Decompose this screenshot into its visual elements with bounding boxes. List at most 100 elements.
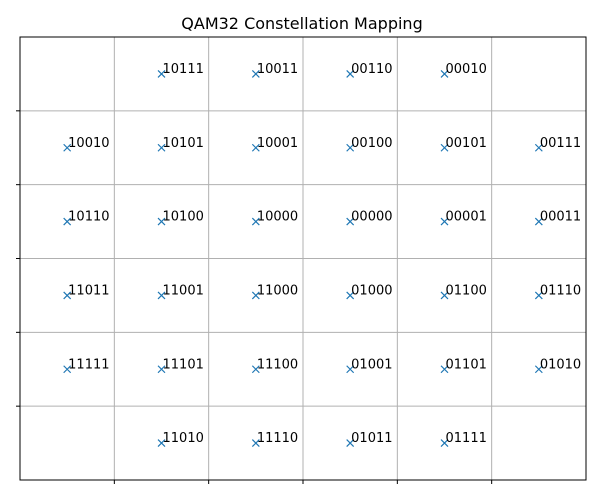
point-label: 11000 bbox=[257, 283, 298, 298]
point-label: 11001 bbox=[163, 283, 204, 298]
x-marker bbox=[63, 143, 72, 152]
x-marker bbox=[534, 143, 543, 152]
x-marker bbox=[346, 291, 355, 300]
x-marker bbox=[251, 439, 260, 448]
x-marker bbox=[440, 143, 449, 152]
point-label: 11100 bbox=[257, 357, 298, 372]
data-point: 10010 bbox=[63, 136, 110, 152]
point-label: 11101 bbox=[163, 357, 204, 372]
data-point: 11110 bbox=[251, 431, 298, 448]
point-label: 01100 bbox=[446, 283, 487, 298]
point-label: 01011 bbox=[351, 431, 392, 446]
x-marker bbox=[157, 291, 166, 300]
point-label: 10101 bbox=[163, 136, 204, 151]
x-marker bbox=[440, 69, 449, 78]
x-marker bbox=[440, 439, 449, 448]
data-point: 11111 bbox=[63, 357, 110, 374]
axis-ticks bbox=[16, 110, 493, 484]
x-marker bbox=[63, 217, 72, 226]
data-point: 10111 bbox=[157, 62, 204, 78]
x-marker bbox=[251, 217, 260, 226]
x-marker bbox=[251, 69, 260, 78]
data-point: 00000 bbox=[346, 210, 393, 226]
x-marker bbox=[440, 217, 449, 226]
data-point: 11010 bbox=[157, 431, 204, 448]
data-point: 11101 bbox=[157, 357, 204, 374]
point-label: 01101 bbox=[446, 357, 487, 372]
data-point: 11011 bbox=[63, 283, 110, 300]
x-marker bbox=[346, 439, 355, 448]
point-label: 01111 bbox=[446, 431, 487, 446]
data-point: 10101 bbox=[157, 136, 204, 152]
x-marker bbox=[157, 217, 166, 226]
x-marker bbox=[534, 365, 543, 374]
point-label: 10000 bbox=[257, 210, 298, 225]
point-label: 10111 bbox=[163, 62, 204, 77]
data-point: 01011 bbox=[346, 431, 393, 448]
point-label: 10011 bbox=[257, 62, 298, 77]
point-label: 00010 bbox=[446, 62, 487, 77]
x-marker bbox=[346, 217, 355, 226]
x-marker bbox=[534, 217, 543, 226]
data-point: 11001 bbox=[157, 283, 204, 300]
x-marker bbox=[63, 365, 72, 374]
point-label: 10010 bbox=[68, 136, 109, 151]
data-point: 01101 bbox=[440, 357, 487, 374]
x-marker bbox=[63, 291, 72, 300]
data-point: 01110 bbox=[534, 283, 581, 300]
point-label: 10001 bbox=[257, 136, 298, 151]
x-marker bbox=[157, 143, 166, 152]
data-point: 01001 bbox=[346, 357, 393, 374]
data-point: 01111 bbox=[440, 431, 487, 448]
data-point: 01010 bbox=[534, 357, 581, 374]
point-label: 00000 bbox=[351, 210, 392, 225]
point-label: 10100 bbox=[163, 210, 204, 225]
x-marker bbox=[157, 365, 166, 374]
grid-lines bbox=[20, 37, 586, 480]
x-marker bbox=[346, 365, 355, 374]
data-point: 00100 bbox=[346, 136, 393, 152]
x-marker bbox=[157, 69, 166, 78]
point-label: 11111 bbox=[68, 357, 109, 372]
data-point: 00010 bbox=[440, 62, 487, 78]
point-label: 00111 bbox=[540, 136, 581, 151]
data-point: 00001 bbox=[440, 210, 487, 226]
data-point: 00101 bbox=[440, 136, 487, 152]
data-points: 10111 10011 00110 00010 10010 10101 10001 00100… bbox=[63, 62, 581, 448]
point-label: 01000 bbox=[351, 283, 392, 298]
chart-title: QAM32 Constellation Mapping bbox=[181, 14, 422, 33]
data-point: 11100 bbox=[251, 357, 298, 374]
point-label: 00110 bbox=[351, 62, 392, 77]
x-marker bbox=[440, 365, 449, 374]
x-marker bbox=[534, 291, 543, 300]
point-label: 01110 bbox=[540, 283, 581, 298]
point-label: 11011 bbox=[68, 283, 109, 298]
data-point: 10000 bbox=[251, 210, 298, 226]
data-point: 10100 bbox=[157, 210, 204, 226]
x-marker bbox=[157, 439, 166, 448]
point-label: 10110 bbox=[68, 210, 109, 225]
x-marker bbox=[251, 143, 260, 152]
data-point: 01000 bbox=[346, 283, 393, 300]
x-marker bbox=[440, 291, 449, 300]
x-marker bbox=[251, 291, 260, 300]
data-point: 11000 bbox=[251, 283, 298, 300]
point-label: 00001 bbox=[446, 210, 487, 225]
data-point: 00110 bbox=[346, 62, 393, 78]
data-point: 10011 bbox=[251, 62, 298, 78]
data-point: 00111 bbox=[534, 136, 581, 152]
data-point: 10001 bbox=[251, 136, 298, 152]
point-label: 01001 bbox=[351, 357, 392, 372]
x-marker bbox=[346, 69, 355, 78]
data-point: 10110 bbox=[63, 210, 110, 226]
x-marker bbox=[346, 143, 355, 152]
point-label: 00101 bbox=[446, 136, 487, 151]
point-label: 00011 bbox=[540, 210, 581, 225]
point-label: 01010 bbox=[540, 357, 581, 372]
point-label: 11010 bbox=[163, 431, 204, 446]
point-label: 11110 bbox=[257, 431, 298, 446]
data-point: 00011 bbox=[534, 210, 581, 226]
data-point: 01100 bbox=[440, 283, 487, 300]
point-label: 00100 bbox=[351, 136, 392, 151]
